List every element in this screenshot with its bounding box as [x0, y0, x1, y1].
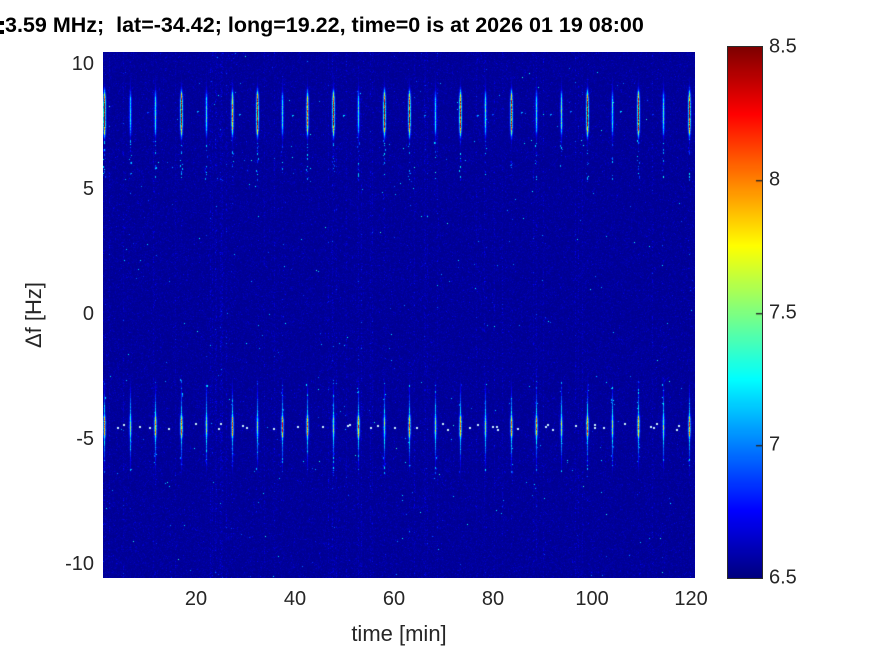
plot-title: 3.59 MHz; lat=-34.42; long=19.22, time=0… [5, 13, 644, 37]
spectrogram-plot [103, 52, 695, 578]
colorbar [727, 46, 763, 579]
y-tick-label: 0 [82, 303, 94, 326]
colorbar-tick-label: 8 [769, 168, 781, 191]
clipped-title-fragment [0, 20, 4, 35]
colorbar-tick-label: 7.5 [769, 301, 797, 323]
y-tick-label: 10 [71, 53, 94, 76]
x-tick-label: 60 [382, 588, 406, 610]
x-tick-label: 100 [575, 588, 609, 610]
x-axis-label: time [min] [351, 621, 447, 646]
x-tick-label: 80 [481, 588, 505, 610]
colorbar-tick-label: 7 [769, 433, 781, 456]
colorbar-tick-label: 6.5 [769, 566, 797, 589]
y-tick-label: -5 [76, 428, 94, 451]
x-tick-label: 120 [674, 588, 708, 610]
y-tick-label: -10 [65, 553, 94, 576]
x-tick-label: 40 [283, 588, 307, 610]
x-tick-label: 20 [184, 588, 208, 610]
colorbar-tick-label: 8.5 [769, 35, 797, 58]
y-tick-label: 5 [82, 178, 94, 201]
